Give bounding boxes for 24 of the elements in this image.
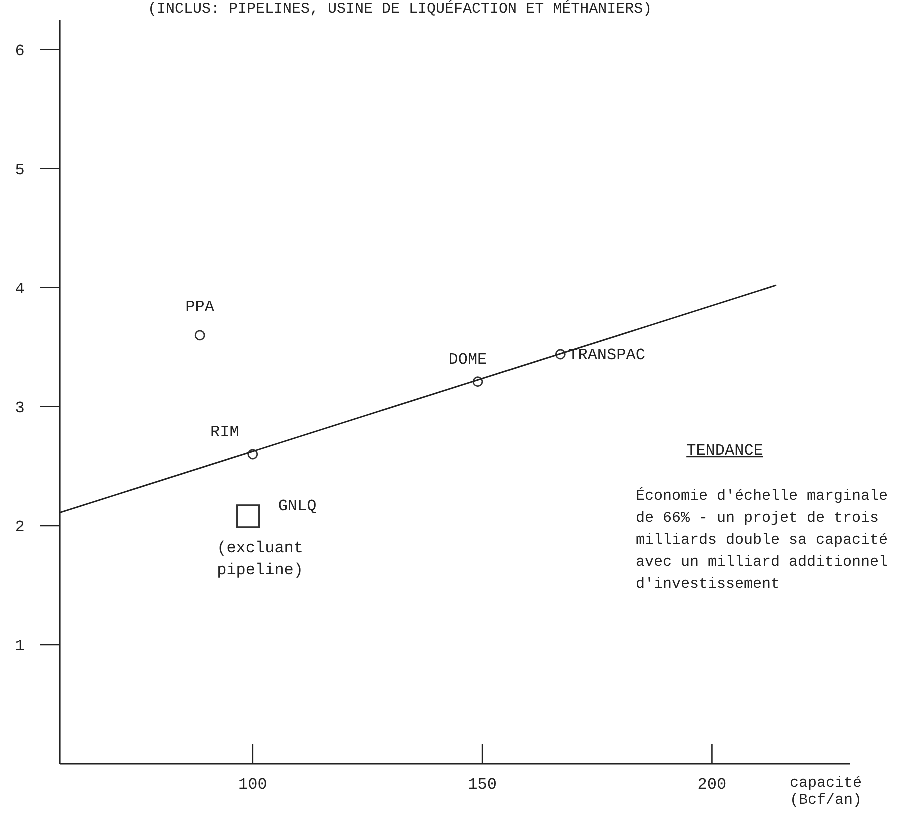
x-tick-label: 150 [468, 776, 497, 794]
point [472, 376, 484, 388]
point [555, 349, 566, 360]
y-tick-label: 5 [15, 161, 25, 180]
x-tick-label: 100 [238, 776, 268, 794]
chart-title: (INCLUS: PIPELINES, USINE DE LIQUÉFACTION ET MÉTHANIERS) [148, 0, 652, 18]
series-label: DOME [448, 350, 488, 369]
series-label: GNLQ [278, 497, 317, 516]
x-axis-title: capacité (Bcf/an) [790, 775, 862, 809]
annotation: TENDANCE [686, 442, 764, 460]
series-label: TRANSPAC [568, 346, 646, 364]
annotation: Économie d'échelle marginale de 66% - un projet de trois milliards double sa capacité avec un milliard additionnel d'investissement [636, 487, 888, 593]
point [248, 449, 258, 460]
y-tick-label: 6 [15, 42, 25, 60]
y-tick-label: 2 [15, 518, 25, 537]
point [236, 504, 260, 528]
x-tick-label: 200 [698, 776, 727, 794]
point [194, 330, 206, 341]
y-tick-label: 1 [15, 638, 25, 656]
series-label: RIM [210, 423, 240, 442]
y-tick-label: 3 [15, 399, 25, 418]
y-tick-label: 4 [15, 280, 25, 298]
annotation: (excluant pipeline) [217, 539, 304, 580]
series-label: PPA [186, 298, 215, 316]
